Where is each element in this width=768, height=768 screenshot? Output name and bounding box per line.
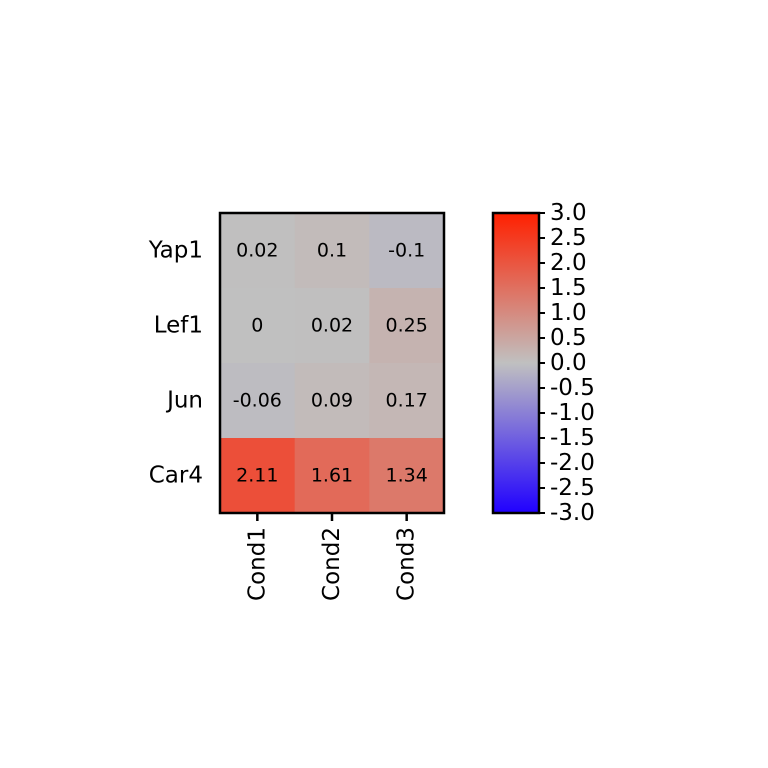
- colorbar: [491, 211, 541, 515]
- colorbar-tick-label: -1.0: [550, 400, 595, 426]
- heatmap-cell: [369, 288, 445, 364]
- cell-value-label: 0.17: [386, 390, 428, 412]
- heatmap-cell: [220, 438, 296, 514]
- row-label: Lef1: [154, 313, 203, 339]
- colorbar-tick-label: 2.0: [550, 250, 587, 276]
- cell-value-label: 0.02: [236, 240, 278, 262]
- colorbar-tick-label: -0.5: [550, 375, 595, 401]
- cell-value-label: -0.06: [233, 390, 282, 412]
- colorbar-tick-label: -2.5: [550, 475, 595, 501]
- heatmap-cell: [220, 213, 296, 289]
- cell-value-label: 0.02: [311, 315, 353, 337]
- row-label: Jun: [165, 388, 203, 414]
- heatmap-cell: [220, 363, 296, 439]
- colorbar-tick-label: 0.0: [550, 350, 587, 376]
- colorbar-tick-label: -1.5: [550, 425, 595, 451]
- heatmap-cells: 0.02 0.1 -0.1 0 0.02 0.25 -0.06 0.09 0.17 2.11 1.6…: [220, 213, 445, 514]
- heatmap-cell: [369, 213, 445, 289]
- colorbar-tick-label: 0.5: [550, 325, 587, 351]
- colorbar-tick-label: -3.0: [550, 500, 595, 526]
- heatmap-cell: [294, 438, 370, 514]
- cell-value-label: 1.34: [386, 465, 428, 487]
- cell-value-label: 0.1: [317, 240, 347, 262]
- column-label: Cond3: [394, 527, 420, 601]
- column-label: Cond1: [244, 527, 270, 601]
- cell-value-label: 1.61: [311, 465, 353, 487]
- colorbar-tick-label: 3.0: [550, 200, 587, 226]
- cell-value-label: 0.09: [311, 390, 353, 412]
- cell-value-label: 0.25: [386, 315, 428, 337]
- column-label: Cond2: [319, 527, 345, 601]
- colorbar-tick-label: 1.5: [550, 275, 587, 301]
- row-label: Yap1: [148, 238, 203, 264]
- heatmap-cell: [369, 438, 445, 514]
- cell-value-label: 2.11: [236, 465, 278, 487]
- colorbar-tick-label: -2.0: [550, 450, 595, 476]
- colorbar-tick-label: 1.0: [550, 300, 587, 326]
- heatmap-cell: [294, 288, 370, 364]
- colorbar-tick-label: 2.5: [550, 225, 587, 251]
- heatmap-cell: [220, 288, 296, 364]
- heatmap-cell: [294, 213, 370, 289]
- colorbar-ticks: 3.02.52.01.51.00.50.0-0.5-1.0-1.5-2.0-2.…: [539, 200, 595, 526]
- row-label: Car4: [149, 463, 203, 489]
- heatmap-cell: [369, 363, 445, 439]
- column-labels: Cond1 Cond2 Cond3: [244, 513, 420, 601]
- row-labels: Yap1 Lef1 Jun Car4: [148, 238, 203, 489]
- heatmap-cell: [294, 363, 370, 439]
- cell-value-label: 0: [251, 315, 263, 337]
- cell-value-label: -0.1: [388, 240, 425, 262]
